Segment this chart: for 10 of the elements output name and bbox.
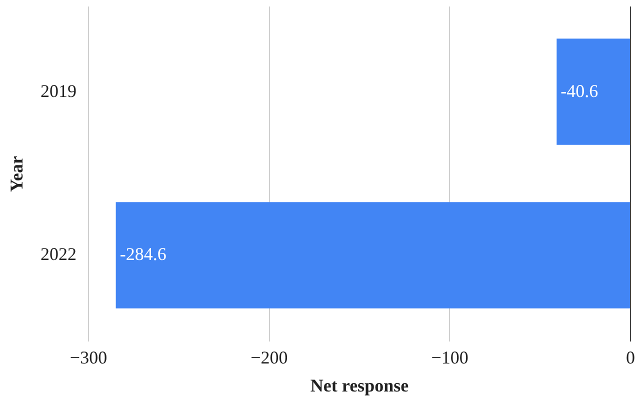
x-tick-label: −100 <box>431 348 468 368</box>
y-tick-label: 2022 <box>40 244 76 264</box>
x-axis-title: Net response <box>310 376 409 396</box>
x-tick-label: −300 <box>70 348 108 368</box>
data-label: -40.6 <box>560 80 598 101</box>
y-tick-label: 2019 <box>40 80 76 101</box>
data-label: -284.6 <box>120 244 166 264</box>
x-tick-label: −200 <box>250 348 288 368</box>
y-axis-title: Year <box>6 156 26 192</box>
x-tick-label: 0 <box>626 348 635 368</box>
